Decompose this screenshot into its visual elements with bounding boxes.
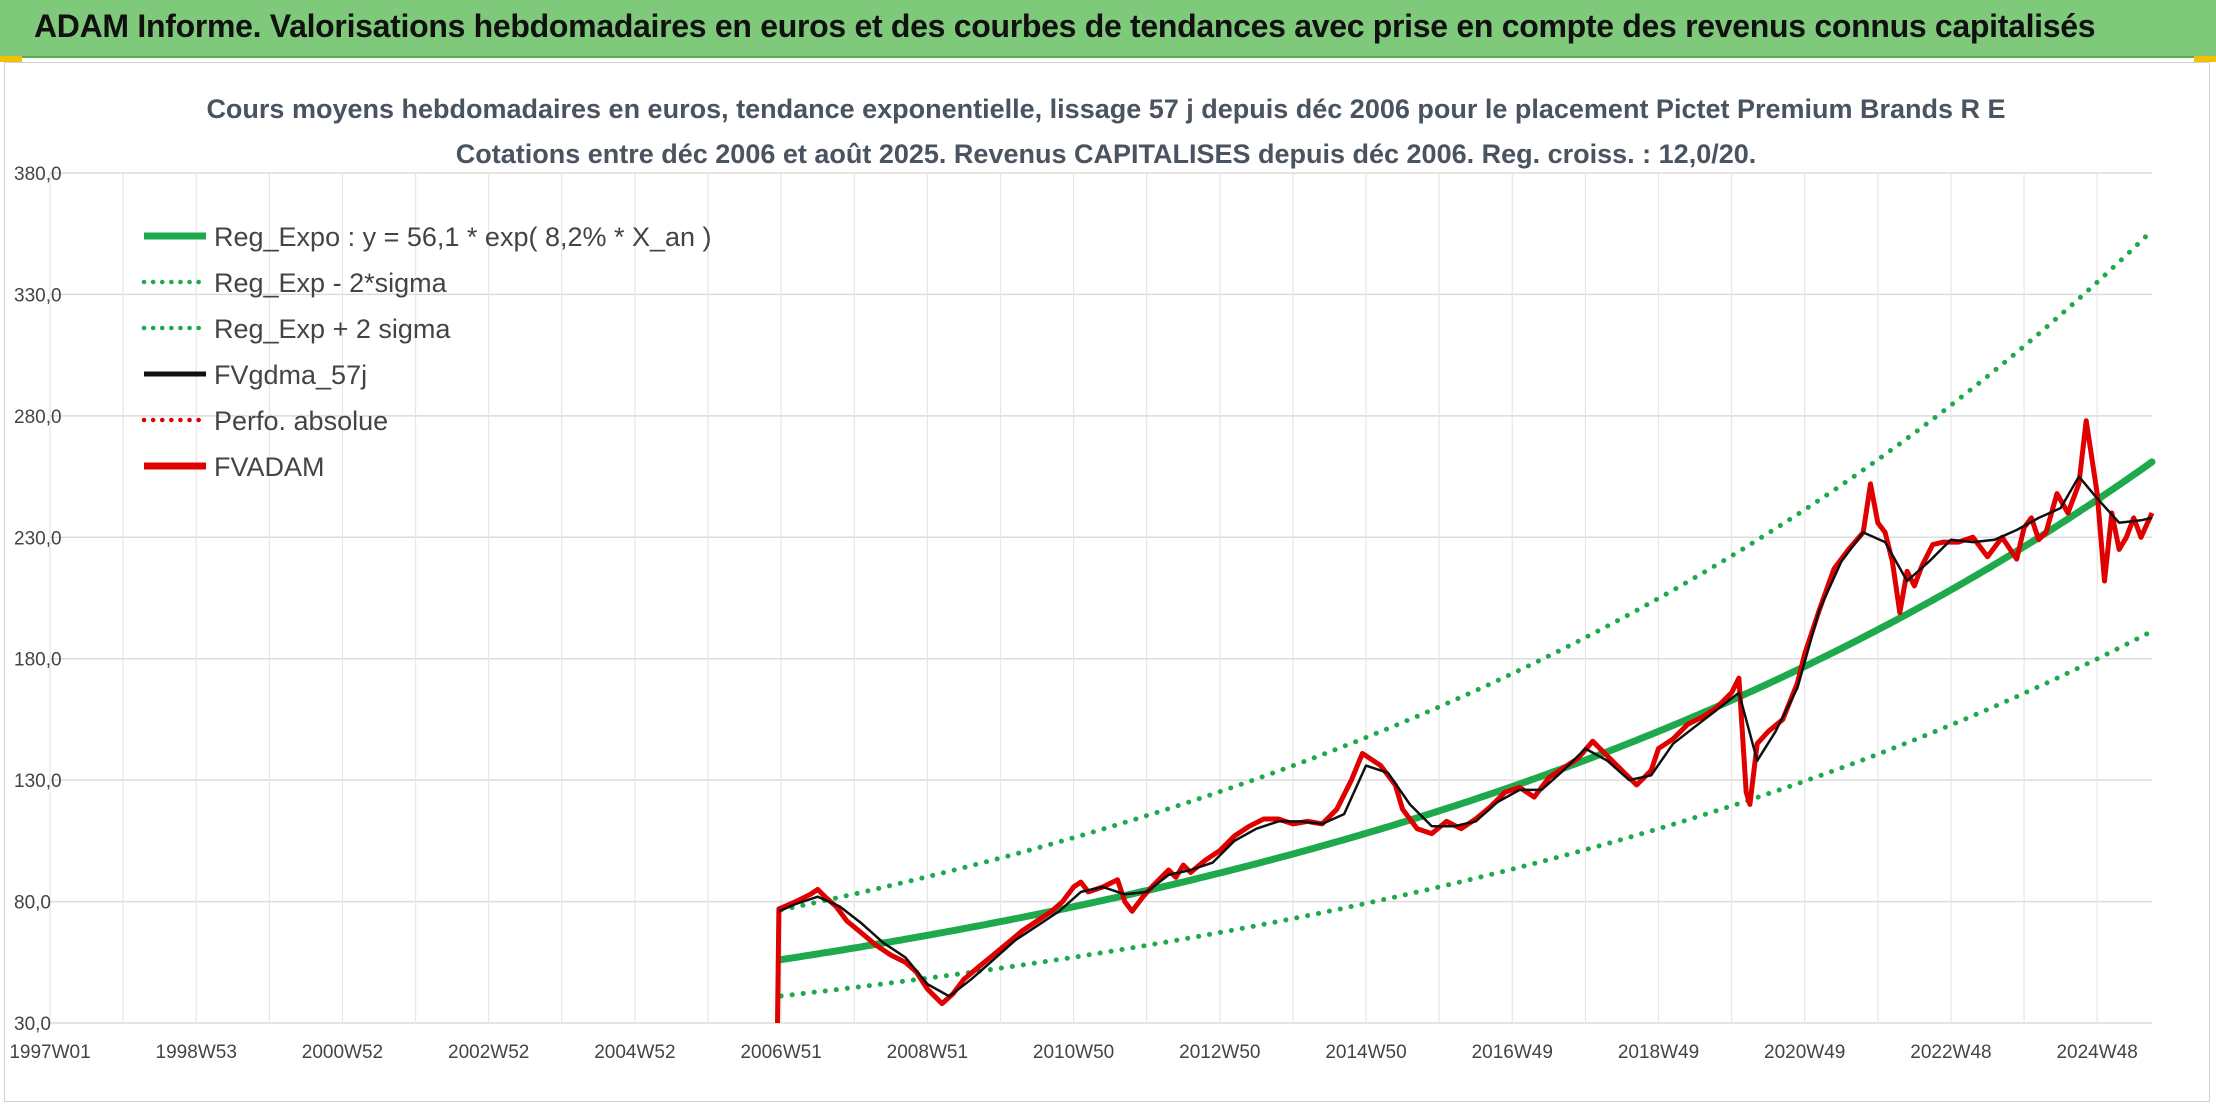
y-tick-label: 30,0 [14, 1014, 51, 1035]
x-tick-label: 2008W51 [887, 1042, 968, 1063]
chart-frame [4, 62, 2210, 1102]
report-title: ADAM Informe. Valorisations hebdomadaire… [34, 8, 2096, 44]
x-tick-label: 2000W52 [302, 1042, 383, 1063]
legend-label: Reg_Expo : y = 56,1 * exp( 8,2% * X_an ) [214, 222, 712, 252]
y-tick-label: 80,0 [14, 893, 51, 914]
corner-marker-right [2194, 56, 2216, 62]
legend: Reg_Expo : y = 56,1 * exp( 8,2% * X_an )… [141, 222, 712, 482]
reg-exp-minus-2sigma-line [778, 628, 2155, 999]
y-tick-label: 180,0 [14, 650, 62, 671]
x-tick-label: 2016W49 [1472, 1042, 1553, 1063]
x-tick-label: 1998W53 [156, 1042, 237, 1063]
y-tick-label: 280,0 [14, 407, 62, 428]
x-tick-label: 2006W51 [740, 1042, 821, 1063]
series-group [775, 228, 2156, 1024]
x-tick-label: 2002W52 [448, 1042, 529, 1063]
x-tick-label: 2010W50 [1033, 1042, 1114, 1063]
legend-label: FVADAM [214, 452, 325, 482]
gridlines [49, 172, 2152, 1024]
chart-title-line2: Cotations entre déc 2006 et août 2025. R… [456, 139, 1757, 169]
reg-exp-plus-2sigma-line [778, 228, 2155, 913]
y-tick-label: 330,0 [14, 285, 62, 306]
legend-label: Perfo. absolue [214, 406, 388, 436]
x-tick-label: 2014W50 [1325, 1042, 1406, 1063]
reg-expo-line [777, 458, 2156, 964]
x-tick-label: 2020W49 [1764, 1042, 1845, 1063]
legend-label: Reg_Exp + 2 sigma [214, 314, 451, 344]
x-tick-label: 2018W49 [1618, 1042, 1699, 1063]
report-banner: ADAM Informe. Valorisations hebdomadaire… [0, 0, 2216, 58]
y-tick-label: 130,0 [14, 771, 62, 792]
fvgdma-57j-line [778, 475, 2153, 998]
legend-label: FVgdma_57j [214, 360, 367, 390]
fvadam-line [775, 418, 2155, 1024]
y-axis-ticks: 380,0 330,0 280,0 230,0 180,0 130,0 80,0 30,0 [14, 164, 62, 1035]
x-tick-label: 2022W48 [1910, 1042, 1991, 1063]
x-tick-label: 2012W50 [1179, 1042, 1260, 1063]
legend-label: Reg_Exp - 2*sigma [214, 268, 448, 298]
chart-title-line1: Cours moyens hebdomadaires en euros, ten… [206, 94, 2005, 124]
y-tick-label: 230,0 [14, 528, 62, 549]
y-tick-label: 380,0 [14, 164, 62, 185]
corner-marker-left [0, 56, 22, 62]
x-axis-ticks: 1997W01 1998W53 2000W52 2002W52 2004W52 2006W… [9, 1042, 2138, 1063]
x-tick-label: 1997W01 [9, 1042, 90, 1063]
x-tick-label: 2024W48 [2056, 1042, 2137, 1063]
x-tick-label: 2004W52 [594, 1042, 675, 1063]
